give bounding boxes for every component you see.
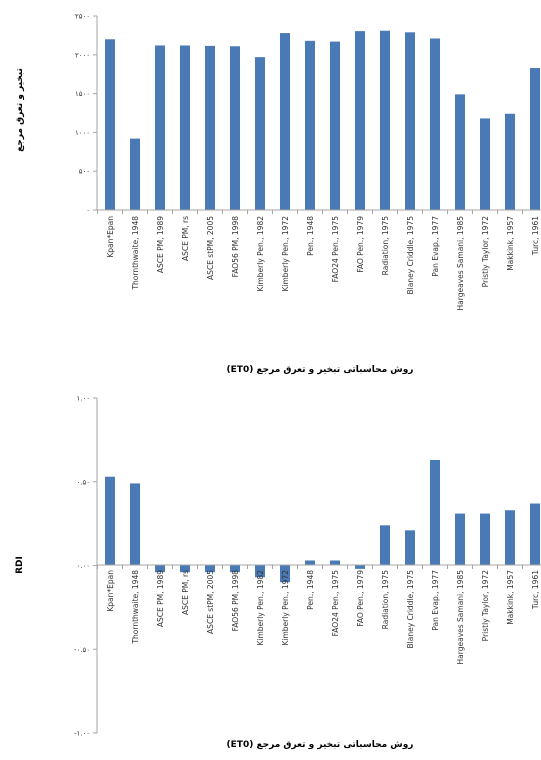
chart1-category-label: Turc, 1961 xyxy=(531,216,540,256)
chart2-bar xyxy=(105,476,115,566)
chart2-category-label: Pen., 1948 xyxy=(306,570,315,610)
chart1-category-label: Makkink, 1957 xyxy=(506,216,515,271)
chart1-category-label: ASCE stPM, 2005 xyxy=(206,216,215,280)
chart1-category-label: Kimberly Pen., 1972 xyxy=(281,216,290,292)
chart1-x-axis-title: روش محاسباتی تبخیر و تعرق مرجع (ET0) xyxy=(227,365,414,375)
chart1-category-label: Pan Evap., 1977 xyxy=(431,216,440,277)
chart1-y-tick-label: ۱۰۰۰ xyxy=(75,129,90,137)
chart2-y-tick-label: -۰.۵۰ xyxy=(74,646,90,654)
chart1-category-label: Radiation, 1975 xyxy=(381,216,390,276)
chart1-bar xyxy=(230,46,240,210)
chart1-bar xyxy=(480,118,490,210)
chart1-bar xyxy=(330,41,340,210)
chart1-bar xyxy=(405,32,415,210)
chart1-bar xyxy=(180,45,190,210)
chart2-category-label: Blaney Criddle, 1975 xyxy=(406,570,415,649)
chart1-category-label: Kimberly Pen., 1982 xyxy=(256,216,265,292)
chart2-category-label: FAO24 Pen., 1975 xyxy=(331,570,340,637)
chart2-y-tick-label: -۱.۰۰ xyxy=(74,730,90,738)
chart2-category-label: Pristly Taylor, 1972 xyxy=(481,570,490,642)
chart2-category-label: Thornthwaite, 1948 xyxy=(131,570,140,645)
chart2-bar xyxy=(305,560,315,566)
chart1-bar xyxy=(530,67,540,210)
chart2-category-label: Kimberly Pen., 1982 xyxy=(256,570,265,646)
chart2-y-tick-label: ۰.۵۰ xyxy=(76,478,90,486)
chart1-category-label: Pristly Taylor, 1972 xyxy=(481,216,490,288)
chart1-bar xyxy=(430,38,440,211)
chart1-category-label: Blaney Criddle, 1975 xyxy=(406,216,415,295)
chart1-category-label: FAO Pen., 1979 xyxy=(356,216,365,273)
chart2-category-label: FAO Pen., 1979 xyxy=(356,570,365,627)
chart1-bar xyxy=(205,45,215,210)
chart1-bar xyxy=(280,33,290,211)
chart2-category-label: ASCE stPM, 2005 xyxy=(206,570,215,634)
chart1-bar xyxy=(455,94,465,210)
chart2-bar xyxy=(255,565,265,578)
chart2-category-label: ASCE PM, rs xyxy=(181,570,190,615)
chart2-y-tick-label: ۱.۰۰ xyxy=(76,395,90,403)
chart2-bar xyxy=(430,459,440,566)
chart1-bar xyxy=(255,57,265,211)
chart1-y-tick-label: ۲۵۰۰ xyxy=(75,13,90,21)
chart2-y-tick-label: ۰.۰۰ xyxy=(76,562,90,570)
chart2-bar xyxy=(405,530,415,566)
chart1-category-label: Pen., 1948 xyxy=(306,216,315,256)
chart2-bar xyxy=(205,565,215,573)
chart2-category-label: Turc, 1961 xyxy=(531,570,540,610)
chart2-bar xyxy=(155,565,165,573)
chart1-y-tick-label: ۰ xyxy=(86,207,90,215)
chart1-y-tick-label: ۲۰۰۰ xyxy=(75,51,90,59)
chart2-bar xyxy=(455,513,465,566)
chart1-y-axis-title: تبخیر و تعرق مرجع xyxy=(15,68,25,152)
chart1-y-tick-label: ۵۰۰ xyxy=(79,168,90,176)
chart1-category-label: ASCE PM, rs xyxy=(181,216,190,261)
chart1-category-label: FAO56 PM, 1998 xyxy=(231,216,240,278)
chart1-category-label: FAO24 Pen., 1975 xyxy=(331,216,340,283)
chart1-bar xyxy=(355,31,365,210)
chart1-category-label: Thornthwaite, 1948 xyxy=(131,216,140,291)
chart1-bar xyxy=(130,138,140,210)
chart2-category-label: FAO56 PM, 1998 xyxy=(231,570,240,632)
chart1-category-label: Hargeaves Samani, 1985 xyxy=(456,216,465,311)
chart2-category-label: Pan Evap., 1977 xyxy=(431,570,440,631)
chart2-bar xyxy=(355,565,365,569)
chart2-bar xyxy=(180,565,190,573)
et0-bar-chart: تبخیر و تعرق مرجع روش محاسباتی تبخیر و ت… xyxy=(15,13,541,375)
rdi-bar-chart: RDI روش محاسباتی تبخیر و تعرق مرجع (ET0)… xyxy=(15,395,541,750)
chart1-y-tick-label: ۱۵۰۰ xyxy=(75,90,90,98)
chart1-category-label: Kpan*Epan xyxy=(106,216,115,258)
chart2-category-label: Kimberly Pen., 1972 xyxy=(281,570,290,646)
chart1-bar xyxy=(305,40,315,210)
chart1-bar xyxy=(380,30,390,210)
chart1-category-label: ASCE PM, 1989 xyxy=(156,216,165,273)
chart2-bar xyxy=(230,565,240,573)
chart1-bar xyxy=(155,45,165,210)
chart2-bar xyxy=(505,510,515,566)
chart2-bar xyxy=(330,560,340,566)
chart2-bar xyxy=(280,565,290,583)
chart1-bar xyxy=(505,113,515,210)
chart2-x-axis-title: روش محاسباتی تبخیر و تعرق مرجع (ET0) xyxy=(227,740,414,750)
chart1-bar xyxy=(105,39,115,210)
chart2-y-axis-title: RDI xyxy=(15,556,25,574)
chart2-category-label: Radiation, 1975 xyxy=(381,570,390,630)
chart2-category-label: ASCE PM, 1989 xyxy=(156,570,165,627)
chart2-bar xyxy=(480,513,490,566)
chart2-bar xyxy=(130,483,140,566)
chart2-category-label: Hargeaves Samani, 1985 xyxy=(456,570,465,665)
chart2-category-label: Kpan*Epan xyxy=(106,570,115,612)
chart2-bar xyxy=(380,525,390,566)
chart2-category-label: Makkink, 1957 xyxy=(506,570,515,625)
chart2-bar xyxy=(530,503,540,566)
